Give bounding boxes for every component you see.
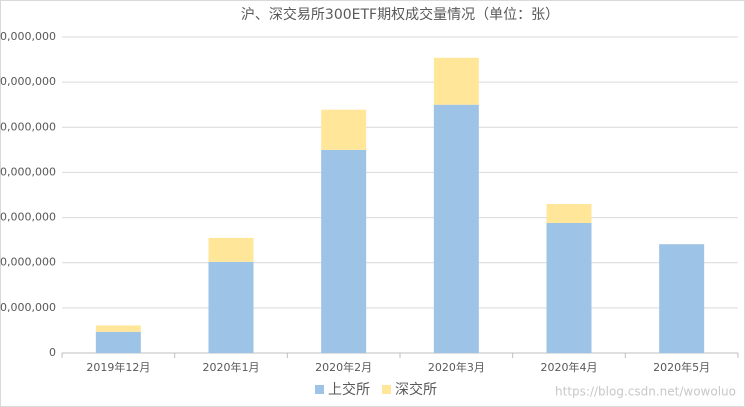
- x-tick-label: 2020年1月: [203, 360, 260, 374]
- y-tick-label: 70,000,000: [0, 30, 56, 43]
- x-tick-label: 2020年3月: [428, 360, 485, 374]
- y-tick-label: 20,000,000: [0, 256, 56, 269]
- chart-title: 沪、深交易所300ETF期权成交量情况（单位：张）: [241, 6, 559, 23]
- x-tick-label: 2020年5月: [653, 360, 710, 374]
- bar-segment: [433, 57, 479, 105]
- y-tick-label: 60,000,000: [0, 75, 56, 88]
- y-tick-label: 30,000,000: [0, 211, 56, 224]
- bar-segment: [321, 149, 367, 353]
- y-tick-label: 0: [49, 346, 56, 359]
- legend-label: 上交所: [328, 381, 370, 398]
- x-tick-label: 2019年12月: [86, 360, 150, 374]
- x-tick-label: 2020年2月: [315, 360, 372, 374]
- legend-label: 深交所: [395, 381, 437, 398]
- bar-segment: [95, 331, 141, 353]
- legend-swatch: [382, 385, 391, 394]
- bar-segment: [546, 222, 592, 353]
- y-tick-label: 40,000,000: [0, 165, 56, 178]
- y-tick-label: 50,000,000: [0, 120, 56, 133]
- bar-segment: [546, 204, 592, 223]
- bar-segment: [95, 325, 141, 332]
- watermark: https://blog.csdn.net/wowoluo: [555, 385, 736, 399]
- bar-segment: [208, 261, 254, 353]
- y-tick-label: 10,000,000: [0, 301, 56, 314]
- bar-segment: [659, 244, 705, 353]
- legend-swatch: [315, 385, 324, 394]
- bar-segment: [433, 104, 479, 353]
- bar-segment: [208, 237, 254, 262]
- x-tick-label: 2020年4月: [541, 360, 598, 374]
- bar-segment: [321, 109, 367, 150]
